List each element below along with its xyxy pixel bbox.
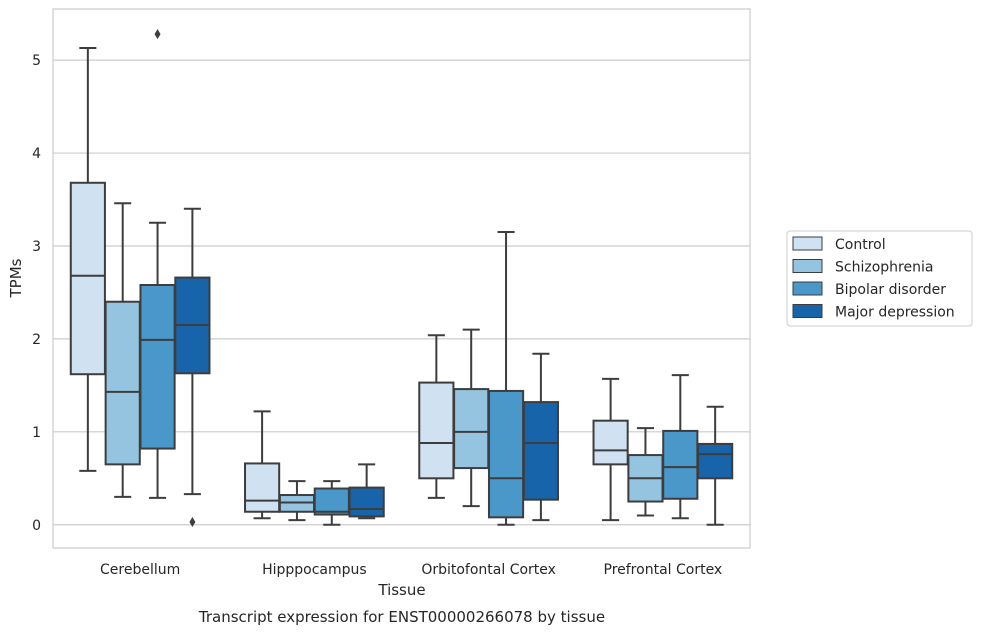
box-2-0 [418,334,455,499]
x-tick-label: Cerebellum [100,562,180,578]
box-1-0 [244,410,281,520]
legend-label: Bipolar disorder [835,282,946,298]
box-iqr [139,284,176,450]
x-axis-title: Tissue [377,581,425,599]
x-tick-label: Prefrontal Cortex [604,562,723,578]
box-iqr [487,389,525,519]
legend-swatch [792,281,823,296]
box-1-3 [348,463,385,520]
outlier-point [189,516,196,527]
y-tick-label: 2 [32,332,41,348]
box-iqr [104,300,141,466]
legend-frame [786,230,973,327]
box-3-1 [627,427,664,517]
y-tick-label: 1 [32,425,41,441]
box-0-0 [69,47,106,472]
legend-label: Schizophrenia [835,260,933,276]
box-iqr [348,486,385,518]
y-tick-label: 0 [32,518,41,534]
legend: Control Schizophrenia Bipolar disorder Majo… [786,230,973,327]
chart-caption: Transcript expression for ENST0000026607… [198,608,605,626]
y-axis-title: TPMs [7,258,25,298]
box-0-2 [139,29,176,499]
box-iqr [697,442,734,480]
legend-label: Major depression [835,305,955,321]
box-iqr [418,381,455,480]
y-tick-label: 4 [32,146,41,162]
box-3-0 [592,377,629,522]
box-iqr [662,429,699,500]
legend-swatch [792,259,823,273]
box-0-3 [174,207,211,527]
box-3-2 [662,374,699,520]
box-iqr [453,388,490,470]
box-3-3 [697,405,734,526]
box-2-3 [522,352,559,522]
y-tick-label: 3 [32,239,41,255]
legend-label: Control [835,237,886,253]
boxes [69,29,734,527]
plot-area-frame [52,8,751,549]
box-1-2 [313,480,350,526]
x-tick-label: Orbitofontal Cortex [421,562,556,578]
box-iqr [592,419,629,466]
legend-swatch [792,236,823,251]
box-iqr [522,401,559,501]
box-iqr [313,487,350,516]
legend-swatch [792,304,823,318]
y-tick-label: 5 [32,53,41,69]
x-tick-label: Hipppocampus [262,562,367,578]
box-iqr [244,462,281,513]
outlier-point [154,29,161,40]
box-0-1 [104,202,141,498]
y-tick-labels: 0 1 2 3 4 5 [32,53,41,534]
box-iqr [69,181,106,376]
x-tick-labels: Cerebellum Hipppocampus Orbitofontal Corte… [100,562,722,578]
